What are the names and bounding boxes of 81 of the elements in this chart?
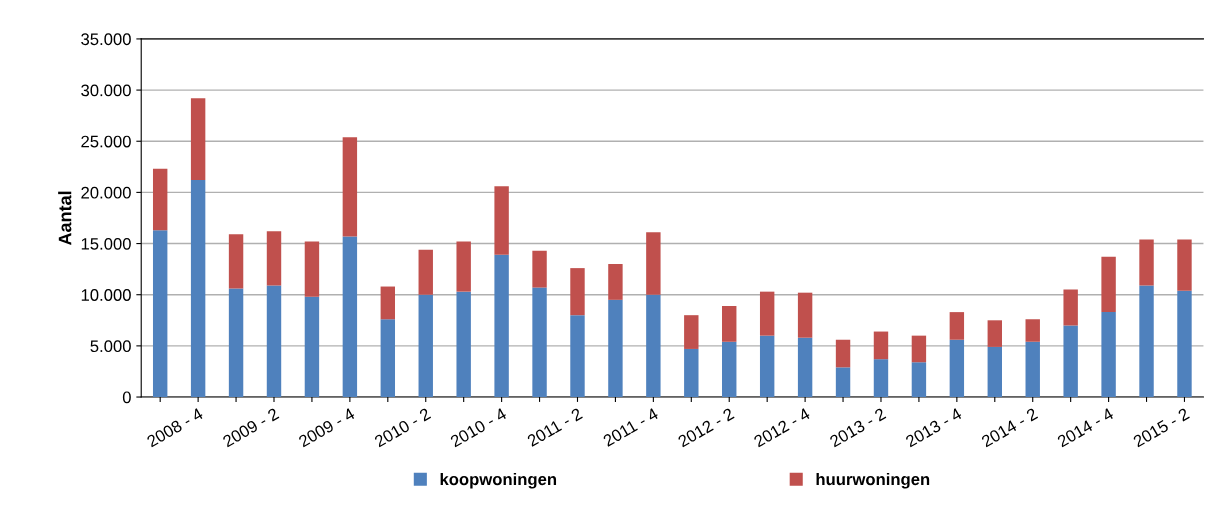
y-tick-label: 25.000	[81, 135, 131, 148]
bar	[418, 294, 433, 398]
bar	[987, 346, 1002, 398]
y-tick-label: 35.000	[81, 33, 131, 46]
x-tick-label: 2012 - 4	[753, 407, 811, 448]
bar	[608, 264, 623, 300]
bar	[797, 337, 813, 398]
bar	[608, 299, 623, 398]
bar	[152, 230, 168, 398]
bar	[949, 312, 965, 340]
bar	[646, 294, 661, 398]
x-tick-label: 2009 - 2	[221, 407, 280, 448]
bar	[1063, 325, 1078, 398]
x-tick-label: 2009 - 4	[297, 407, 356, 448]
bar	[646, 232, 661, 295]
bar	[1025, 319, 1040, 342]
legend-label: huurwoningen	[816, 472, 930, 489]
bar	[342, 236, 358, 398]
bar	[759, 335, 775, 398]
bar	[759, 291, 775, 336]
x-tick-label: 2012 - 2	[677, 407, 735, 448]
bar	[1177, 239, 1192, 291]
y-tick-label: 5.000	[90, 340, 131, 353]
bar	[722, 305, 737, 342]
y-tick-label: 10.000	[81, 289, 131, 301]
bar	[418, 249, 433, 295]
bar	[1139, 285, 1154, 398]
bar	[456, 241, 471, 292]
bar	[494, 254, 509, 398]
bar	[266, 231, 282, 286]
bar	[684, 348, 699, 398]
bar	[456, 291, 471, 398]
bar	[1101, 256, 1116, 313]
y-tick-label: 20.000	[81, 186, 131, 199]
bar	[380, 319, 396, 398]
bar	[228, 288, 244, 398]
bar	[1063, 289, 1078, 326]
bar	[873, 331, 889, 360]
x-tick-label: 2010 - 4	[449, 407, 508, 448]
y-tick-label: 15.000	[81, 237, 131, 250]
bar	[797, 292, 813, 338]
bar	[873, 359, 889, 398]
y-tick-label: 0	[122, 391, 131, 404]
bar	[911, 335, 927, 363]
bar	[684, 315, 699, 349]
bar	[911, 362, 927, 398]
bar	[190, 98, 206, 181]
bar	[949, 339, 965, 398]
legend-label: koopwoningen	[440, 472, 557, 489]
bar	[570, 268, 585, 316]
x-tick-label: 2011 - 4	[602, 407, 660, 447]
bar	[304, 296, 320, 398]
bar	[722, 341, 737, 398]
bar	[1025, 341, 1040, 398]
y-tick-label: 30.000	[81, 84, 131, 97]
x-tick-label: 2015 - 2	[1132, 407, 1190, 448]
x-tick-label: 2013 - 4	[904, 407, 963, 448]
bar	[342, 137, 358, 237]
x-tick-label: 2010 - 2	[373, 407, 432, 448]
bar	[266, 285, 282, 398]
bar	[1139, 239, 1154, 286]
bar	[987, 320, 1002, 347]
bar	[1177, 290, 1192, 398]
bar	[1101, 312, 1116, 398]
bar	[304, 241, 320, 297]
x-tick-label: 2008 - 4	[146, 407, 204, 448]
x-tick-label: 2014 - 2	[980, 407, 1039, 448]
bar	[532, 287, 547, 398]
bar	[152, 168, 168, 231]
bar	[570, 315, 585, 398]
bar	[228, 234, 244, 289]
bar	[835, 339, 851, 368]
bar	[380, 286, 396, 320]
x-tick-label: 2013 - 2	[828, 407, 887, 448]
bar	[190, 180, 206, 398]
x-tick-label: 2011 - 2	[526, 407, 583, 447]
bar	[532, 250, 547, 288]
x-tick-label: 2014 - 4	[1056, 407, 1115, 448]
y-axis-title: Aantal	[58, 191, 72, 246]
bar	[494, 186, 509, 255]
bar	[835, 367, 851, 398]
